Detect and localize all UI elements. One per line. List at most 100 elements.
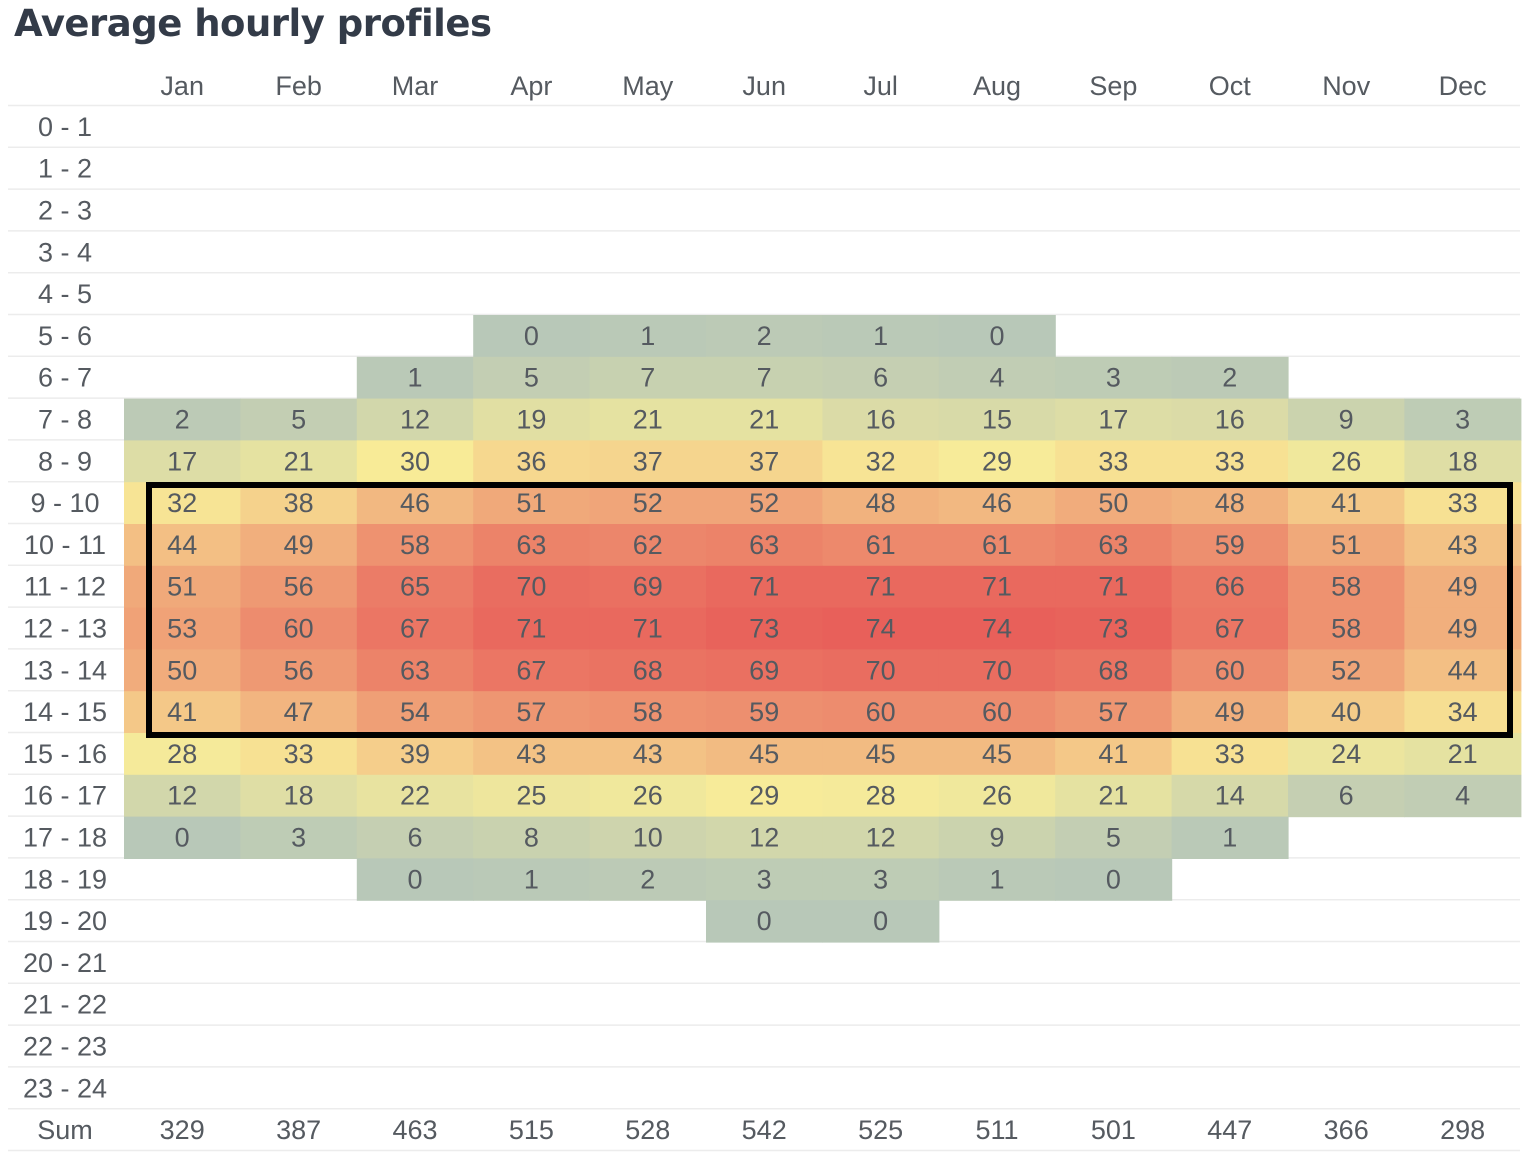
heatmap-cell bbox=[706, 440, 823, 483]
heatmap-cell bbox=[356, 356, 474, 400]
heatmap-cell bbox=[240, 565, 358, 609]
heatmap-cell bbox=[240, 774, 358, 818]
sum-value: 525 bbox=[858, 1115, 903, 1145]
heatmap-cell bbox=[822, 440, 940, 483]
row-label: 13 - 14 bbox=[23, 655, 107, 685]
heatmap-cell-value: 52 bbox=[1331, 655, 1361, 685]
heatmap-cell-value: 67 bbox=[516, 655, 546, 685]
heatmap-cell-value: 58 bbox=[1331, 614, 1361, 644]
heatmap-cell bbox=[240, 816, 358, 859]
heatmap-cell-value: 7 bbox=[640, 363, 655, 393]
heatmap-cell-value: 29 bbox=[749, 781, 779, 811]
heatmap-cell bbox=[356, 482, 474, 525]
heatmap-cell bbox=[124, 607, 241, 650]
heatmap-cell-value: 60 bbox=[284, 614, 314, 644]
heatmap-cell bbox=[473, 858, 591, 901]
heatmap-cell-value: 41 bbox=[1098, 739, 1128, 769]
heatmap-cell-value: 71 bbox=[866, 572, 896, 602]
heatmap-cell bbox=[356, 733, 474, 776]
heatmap-cell bbox=[1055, 733, 1173, 776]
heatmap-cell-value: 2 bbox=[1222, 363, 1237, 393]
heatmap-cell bbox=[822, 315, 940, 358]
heatmap-cell-value: 5 bbox=[291, 405, 306, 435]
heatmap-cell bbox=[589, 733, 707, 776]
heatmap-cell-value: 59 bbox=[1215, 530, 1245, 560]
heatmap-cell-value: 41 bbox=[1331, 488, 1361, 518]
heatmap-cell-value: 25 bbox=[516, 781, 546, 811]
heatmap-cell bbox=[938, 607, 1056, 650]
heatmap-cell-value: 50 bbox=[1098, 488, 1128, 518]
heatmap-cell-value: 0 bbox=[873, 906, 888, 936]
heatmap-cell bbox=[356, 816, 474, 859]
heatmap-cell bbox=[356, 691, 474, 734]
heatmap-cell-value: 65 bbox=[400, 572, 430, 602]
sum-value: 329 bbox=[160, 1115, 205, 1145]
heatmap-cell bbox=[1055, 565, 1173, 609]
heatmap-cell-value: 5 bbox=[524, 363, 539, 393]
heatmap-cell bbox=[822, 565, 940, 609]
heatmap-cell bbox=[589, 816, 707, 859]
heatmap-cell-value: 36 bbox=[516, 446, 546, 476]
heatmap-cell-value: 54 bbox=[400, 697, 430, 727]
heatmap-cell bbox=[124, 691, 241, 734]
heatmap-cell-value: 49 bbox=[1448, 572, 1478, 602]
heatmap-cell-value: 0 bbox=[1106, 864, 1121, 894]
heatmap-cell bbox=[1288, 733, 1405, 776]
heatmap-cell-value: 16 bbox=[866, 405, 896, 435]
heatmap-cell-value: 12 bbox=[749, 823, 779, 853]
heatmap-cell bbox=[240, 482, 358, 525]
heatmap-cell-value: 28 bbox=[866, 781, 896, 811]
row-label: 12 - 13 bbox=[23, 614, 107, 644]
row-label: 19 - 20 bbox=[23, 906, 107, 936]
heatmap-cell-value: 3 bbox=[873, 864, 888, 894]
row-label: 6 - 7 bbox=[38, 363, 92, 393]
heatmap-cell-value: 48 bbox=[866, 488, 896, 518]
row-label: 14 - 15 bbox=[23, 697, 107, 727]
heatmap-cell bbox=[1404, 565, 1522, 609]
column-label-apr: Apr bbox=[510, 71, 552, 101]
heatmap-cell-value: 17 bbox=[167, 446, 197, 476]
heatmap-cell-value: 63 bbox=[516, 530, 546, 560]
heatmap-cell-value: 33 bbox=[1215, 739, 1245, 769]
heatmap-cell-value: 6 bbox=[407, 823, 422, 853]
heatmap-cell bbox=[822, 733, 940, 776]
heatmap-cell bbox=[473, 315, 591, 358]
column-label-nov: Nov bbox=[1322, 71, 1371, 101]
heatmap-cell-value: 1 bbox=[407, 363, 422, 393]
row-label: 7 - 8 bbox=[38, 405, 92, 435]
heatmap-cell bbox=[1404, 440, 1522, 483]
sum-value: 387 bbox=[276, 1115, 321, 1145]
heatmap-cell bbox=[822, 691, 940, 734]
row-label: 2 - 3 bbox=[38, 196, 92, 226]
heatmap-cell-value: 71 bbox=[749, 572, 779, 602]
heatmap-cell-value: 58 bbox=[400, 530, 430, 560]
row-label: 5 - 6 bbox=[38, 321, 92, 351]
row-label: 4 - 5 bbox=[38, 279, 92, 309]
heatmap-cell-value: 34 bbox=[1448, 697, 1478, 727]
heatmap-cell bbox=[1404, 649, 1522, 692]
heatmap-cell bbox=[822, 900, 940, 943]
heatmap-cell bbox=[706, 524, 823, 567]
heatmap-cell-value: 69 bbox=[749, 655, 779, 685]
heatmap-cell-value: 67 bbox=[400, 614, 430, 644]
heatmap-cell bbox=[356, 607, 474, 650]
heatmap-cell-value: 3 bbox=[1106, 363, 1121, 393]
heatmap-cell bbox=[1055, 524, 1173, 567]
heatmap-cell bbox=[240, 440, 358, 483]
heatmap-cell bbox=[1055, 691, 1173, 734]
column-label-sep: Sep bbox=[1089, 71, 1137, 101]
row-label: 11 - 12 bbox=[24, 572, 106, 602]
heatmap-cell bbox=[589, 398, 707, 441]
heatmap-cell-value: 47 bbox=[284, 697, 314, 727]
heatmap-cell bbox=[589, 524, 707, 567]
heatmap-cell-value: 70 bbox=[982, 655, 1012, 685]
heatmap-cell bbox=[124, 440, 241, 483]
heatmap-cell-value: 69 bbox=[633, 572, 663, 602]
sum-value: 515 bbox=[509, 1115, 554, 1145]
heatmap-cell bbox=[589, 649, 707, 692]
heatmap-cell-value: 57 bbox=[1098, 697, 1128, 727]
heatmap-cell bbox=[589, 691, 707, 734]
heatmap-cell-value: 8 bbox=[524, 823, 539, 853]
heatmap-cell bbox=[1288, 774, 1405, 818]
